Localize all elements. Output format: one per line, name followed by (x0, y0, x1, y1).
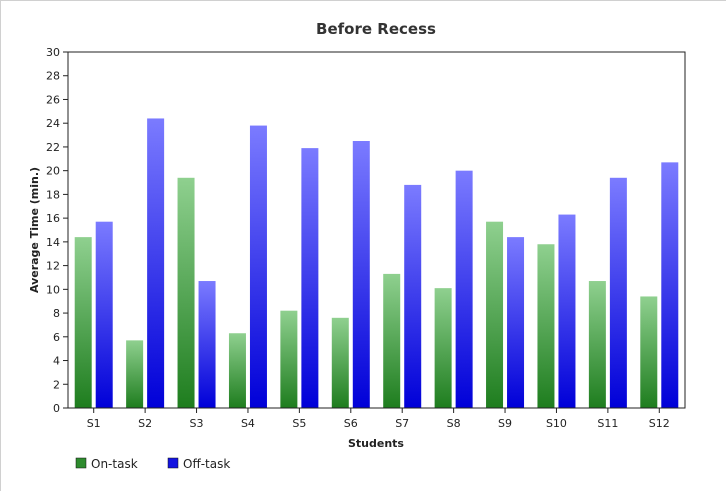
bar-off-task-s7 (404, 184, 422, 408)
x-tick-label-s7: S7 (395, 417, 409, 430)
plot-frame (67, 51, 686, 409)
y-tick-label-8: 8 (53, 307, 60, 320)
y-tick-label-16: 16 (46, 212, 60, 225)
bar-on-task-s5 (280, 310, 298, 408)
chart-title: Before Recess (316, 20, 436, 38)
y-tick-label-2: 2 (53, 378, 60, 391)
bar-off-task-s1 (95, 221, 113, 408)
x-tick-label-s2: S2 (138, 417, 152, 430)
x-tick-label-s1: S1 (87, 417, 101, 430)
x-tick-label-s3: S3 (190, 417, 204, 430)
y-tick-label-18: 18 (46, 188, 60, 201)
bar-off-task-s8 (455, 170, 473, 408)
bar-off-task-s12 (661, 162, 679, 408)
y-axis-label: Average Time (min.) (28, 167, 41, 293)
bar-on-task-s11 (588, 281, 606, 408)
bar-off-task-s10 (558, 214, 576, 408)
bar-on-task-s10 (537, 244, 555, 408)
bar-off-task-s6 (352, 141, 370, 408)
y-tick-label-14: 14 (46, 236, 60, 249)
legend-swatch-on-task (75, 457, 87, 469)
x-tick-label-s5: S5 (292, 417, 306, 430)
y-tick-label-0: 0 (53, 402, 60, 415)
y-tick-label-24: 24 (46, 117, 60, 130)
legend: On-task Off-task (75, 457, 230, 471)
bar-on-task-s2 (126, 340, 144, 408)
bar-off-task-s3 (198, 281, 216, 408)
bar-on-task-s1 (74, 237, 92, 408)
legend-swatch-off-task (167, 457, 179, 469)
x-axis-label: Students (348, 437, 404, 450)
y-tick-label-26: 26 (46, 93, 60, 106)
y-tick-label-28: 28 (46, 70, 60, 83)
bar-off-task-s2 (147, 118, 165, 408)
x-tick-label-s11: S11 (597, 417, 618, 430)
bar-on-task-s9 (486, 221, 504, 408)
plot-area: S1 S2 S3 S4 S5 S6 S7 S8 S9 S10 S11 S120246810121416… (46, 46, 686, 430)
y-tick-label-4: 4 (53, 355, 60, 368)
bar-off-task-s9 (507, 237, 525, 408)
bar-on-task-s7 (383, 273, 401, 408)
bar-on-task-s4 (228, 333, 246, 408)
bar-off-task-s5 (301, 148, 319, 408)
x-tick-label-s10: S10 (546, 417, 567, 430)
x-tick-label-s12: S12 (649, 417, 670, 430)
bar-on-task-s8 (434, 288, 452, 408)
y-tick-label-20: 20 (46, 165, 60, 178)
bar-on-task-s12 (640, 296, 658, 408)
bar-off-task-s11 (609, 177, 627, 408)
x-tick-label-s4: S4 (241, 417, 255, 430)
y-tick-label-6: 6 (53, 331, 60, 344)
bar-off-task-s4 (249, 125, 267, 408)
bar-on-task-s3 (177, 177, 195, 408)
bar-on-task-s6 (331, 317, 349, 408)
y-tick-label-30: 30 (46, 46, 60, 59)
y-tick-label-12: 12 (46, 260, 60, 273)
x-tick-label-s8: S8 (447, 417, 461, 430)
y-tick-label-22: 22 (46, 141, 60, 154)
x-tick-label-s6: S6 (344, 417, 358, 430)
legend-label-on-task: On-task (91, 457, 138, 471)
y-tick-label-10: 10 (46, 283, 60, 296)
x-tick-label-s9: S9 (498, 417, 512, 430)
legend-label-off-task: Off-task (183, 457, 230, 471)
